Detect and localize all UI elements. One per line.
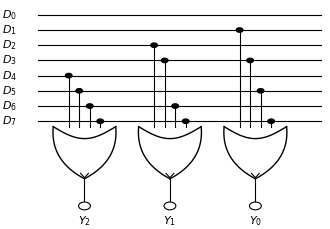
Circle shape bbox=[249, 202, 261, 210]
Text: $D_{2}$: $D_{2}$ bbox=[2, 38, 17, 52]
Text: $D_{4}$: $D_{4}$ bbox=[2, 69, 17, 82]
Text: $D_{0}$: $D_{0}$ bbox=[2, 8, 17, 22]
Circle shape bbox=[76, 89, 82, 93]
Circle shape bbox=[161, 58, 168, 63]
Circle shape bbox=[86, 104, 93, 108]
Circle shape bbox=[257, 89, 264, 93]
Text: $D_{1}$: $D_{1}$ bbox=[2, 23, 17, 37]
Circle shape bbox=[236, 28, 243, 32]
Text: $D_{3}$: $D_{3}$ bbox=[2, 54, 17, 67]
Circle shape bbox=[79, 202, 90, 210]
Circle shape bbox=[151, 43, 157, 47]
Circle shape bbox=[268, 119, 275, 123]
Text: $D_{7}$: $D_{7}$ bbox=[2, 114, 17, 128]
Circle shape bbox=[97, 119, 104, 123]
Text: $Y_{0}$: $Y_{0}$ bbox=[249, 214, 262, 228]
Text: $Y_{1}$: $Y_{1}$ bbox=[163, 214, 177, 228]
Text: $D_{6}$: $D_{6}$ bbox=[2, 99, 17, 113]
Circle shape bbox=[172, 104, 179, 108]
Circle shape bbox=[182, 119, 189, 123]
Circle shape bbox=[65, 74, 72, 78]
Text: $D_{5}$: $D_{5}$ bbox=[2, 84, 17, 98]
Circle shape bbox=[247, 58, 253, 63]
Text: $Y_{2}$: $Y_{2}$ bbox=[78, 214, 91, 228]
Circle shape bbox=[164, 202, 176, 210]
